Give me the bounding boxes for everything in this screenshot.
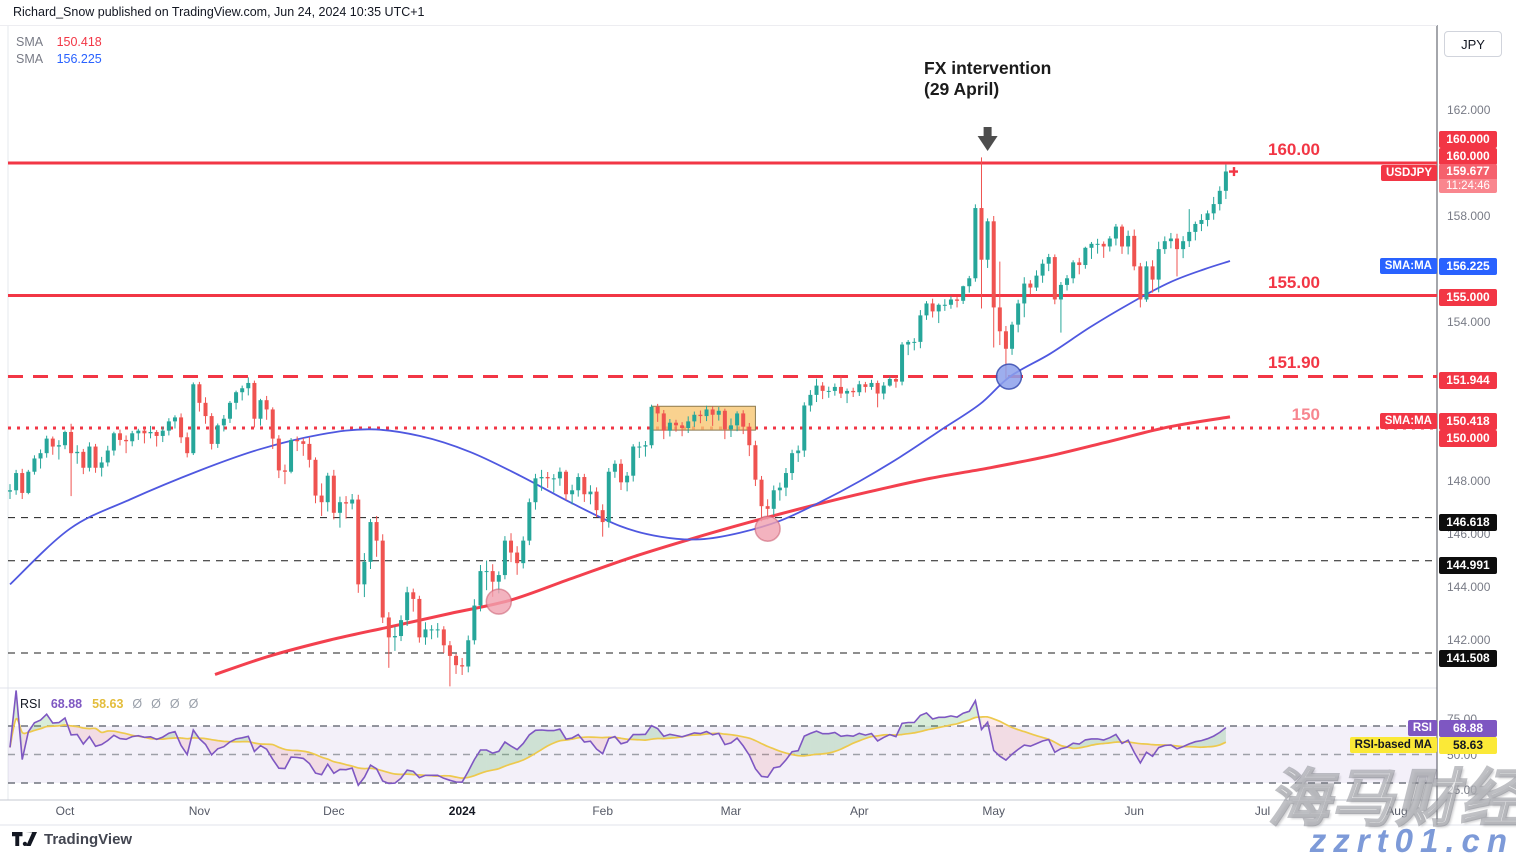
- time-axis-month-label: Feb: [592, 804, 613, 818]
- sma-legend: SMA 150.418 SMA 156.225: [16, 34, 102, 68]
- price-axis-badge: 144.991: [1439, 557, 1497, 574]
- axis-line-chip: USDJPY: [1381, 165, 1437, 181]
- time-axis-month-label: Jun: [1125, 804, 1144, 818]
- time-axis-month-label: Dec: [323, 804, 344, 818]
- price-axis-tick: 158.000: [1447, 209, 1490, 223]
- hidden-series-toggle-icon[interactable]: Ø: [170, 697, 180, 711]
- sma-label: SMA: [16, 52, 43, 66]
- brand-name: TradingView: [44, 831, 132, 848]
- price-axis-badge: 160.000: [1439, 131, 1497, 148]
- fx-intervention-annotation: FX intervention (29 April): [924, 58, 1051, 100]
- price-axis-tick: 148.000: [1447, 474, 1490, 488]
- level-label: 155.00: [1190, 273, 1320, 293]
- sma-slow-legend-row[interactable]: SMA 150.418: [16, 34, 102, 51]
- time-axis-month-label: Nov: [189, 804, 210, 818]
- price-axis-tick: 142.000: [1447, 633, 1490, 647]
- hidden-series-toggle-icon[interactable]: Ø: [132, 697, 142, 711]
- time-axis-month-label: Mar: [721, 804, 742, 818]
- last-price-badge: 159.677 11:24:46: [1439, 164, 1497, 193]
- tradingview-logo-icon: [12, 832, 37, 847]
- rsi-value: 68.88: [51, 697, 82, 711]
- time-axis-month-label: Oct: [56, 804, 75, 818]
- axis-line-chip: SMA:MA: [1380, 258, 1437, 274]
- rsi-label: RSI: [20, 697, 41, 711]
- rsi-ma-value: 58.63: [92, 697, 123, 711]
- axis-line-chip: SMA:MA: [1380, 413, 1437, 429]
- axis-line-chip: RSI: [1408, 720, 1437, 736]
- price-axis-badge: 150.000: [1439, 430, 1497, 447]
- annotation-line1: FX intervention: [924, 58, 1051, 79]
- level-label: 150: [1190, 405, 1320, 425]
- currency-axis-button[interactable]: JPY: [1444, 31, 1502, 57]
- level-label: 151.90: [1190, 353, 1320, 373]
- price-axis-badge: 150.418: [1439, 413, 1497, 430]
- price-axis-badge: 141.508: [1439, 650, 1497, 667]
- publish-header: Richard_Snow published on TradingView.co…: [0, 0, 1437, 26]
- watermark-url: zzrt01.cn: [1310, 822, 1514, 860]
- sma-fast-value: 156.225: [57, 52, 102, 66]
- sma-slow-value: 150.418: [57, 35, 102, 49]
- price-axis-tick: 144.000: [1447, 580, 1490, 594]
- price-axis-badge: 151.944: [1439, 372, 1497, 389]
- price-axis-badge: 155.000: [1439, 289, 1497, 306]
- price-axis-badge: 146.618: [1439, 514, 1497, 531]
- price-axis-badge: 160.000: [1439, 148, 1497, 165]
- time-axis-month-label: Apr: [850, 804, 869, 818]
- time-axis-month-label: May: [982, 804, 1005, 818]
- hidden-series-toggle-icon[interactable]: Ø: [189, 697, 199, 711]
- brand-footer: TradingView: [12, 831, 132, 848]
- annotation-line2: (29 April): [924, 79, 1051, 100]
- sma-fast-legend-row[interactable]: SMA 156.225: [16, 51, 102, 68]
- time-axis-month-label: 2024: [449, 804, 476, 818]
- price-axis-tick: 162.000: [1447, 103, 1490, 117]
- sma-label: SMA: [16, 35, 43, 49]
- price-axis-badge: 156.225: [1439, 258, 1497, 275]
- published-line: Richard_Snow published on TradingView.co…: [13, 5, 425, 19]
- last-price-value: 159.677: [1439, 164, 1497, 179]
- hidden-series-toggle-icon[interactable]: Ø: [151, 697, 161, 711]
- price-axis-badge: 68.88: [1439, 720, 1497, 737]
- price-axis-tick: 154.000: [1447, 315, 1490, 329]
- last-price-time: 11:24:46: [1439, 179, 1497, 193]
- level-label: 160.00: [1190, 140, 1320, 160]
